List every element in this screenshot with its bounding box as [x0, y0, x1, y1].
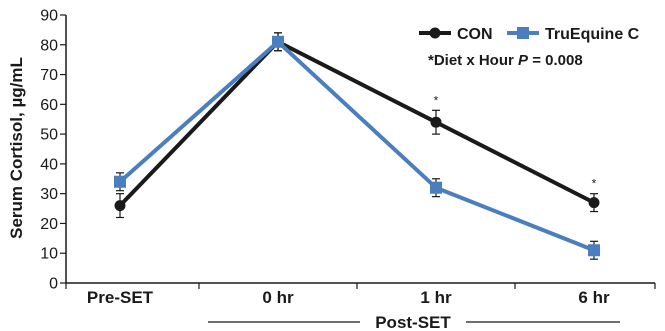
significance-star: * [434, 93, 439, 107]
y-tick-label: 80 [40, 37, 58, 54]
y-axis: 0 10 20 30 40 50 60 70 80 90 [40, 8, 67, 293]
series-layer [114, 32, 600, 260]
data-point [430, 181, 442, 194]
y-tick-label: 10 [40, 246, 58, 263]
x-tick-label: 1 hr [420, 288, 452, 307]
legend-marker-truequine [517, 27, 529, 39]
interaction-note-prefix: *Diet x Hour [428, 52, 518, 69]
y-axis-title: Serum Cortisol, µg/mL [7, 57, 26, 239]
data-point [588, 197, 600, 209]
y-tick-label: 40 [40, 156, 58, 173]
x-tick-label: 6 hr [578, 288, 610, 307]
group-bracket: Post-SET [208, 313, 620, 331]
x-axis: Pre-SET 0 hr 1 hr 6 hr [65, 282, 656, 307]
y-tick-label: 70 [40, 67, 58, 84]
data-point [114, 175, 126, 188]
interaction-note-p: P [518, 52, 529, 69]
significance-markers: ** [434, 93, 597, 190]
y-tick-label: 90 [40, 8, 58, 25]
data-point [114, 200, 126, 212]
series-line [118, 39, 595, 253]
x-tick-label: Pre-SET [87, 288, 154, 307]
y-tick-label: 50 [40, 127, 58, 144]
legend-label-truequine: TruEquine C [545, 26, 640, 43]
group-label: Post-SET [375, 313, 451, 331]
y-tick-label: 0 [49, 276, 58, 293]
legend-label-con: CON [457, 26, 493, 43]
y-tick-label: 60 [40, 97, 58, 114]
interaction-note-suffix: = 0.008 [528, 52, 583, 69]
series-line [118, 39, 595, 207]
y-tick-label: 20 [40, 216, 58, 233]
data-point [272, 35, 284, 48]
significance-star: * [592, 177, 597, 191]
interaction-note: *Diet x Hour P = 0.008 [428, 52, 583, 69]
series-truequine [114, 32, 600, 260]
x-tick-label: 0 hr [262, 288, 294, 307]
data-point [430, 116, 442, 128]
data-point [588, 244, 600, 257]
legend: CON TruEquine C [419, 26, 640, 43]
legend-marker-con [429, 27, 441, 39]
y-tick-label: 30 [40, 186, 58, 203]
